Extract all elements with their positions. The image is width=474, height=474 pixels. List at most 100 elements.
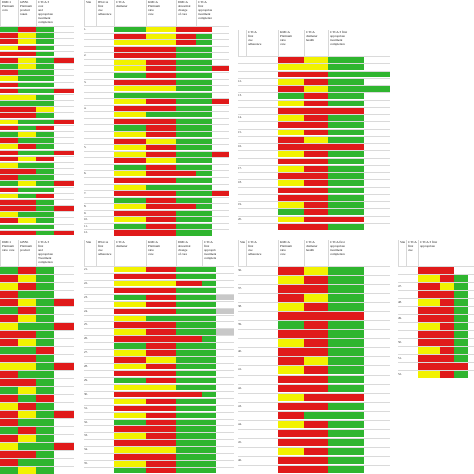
table-row: 10.: [84, 216, 229, 223]
heat-cell: [176, 342, 202, 349]
heat-cell: [216, 286, 234, 294]
heat-cell: [96, 137, 114, 144]
row-divider: [238, 329, 390, 330]
row-divider: [84, 170, 229, 171]
heat-cell: [18, 434, 36, 442]
heat-cell: [54, 87, 74, 94]
heat-cell: [202, 335, 216, 342]
heat-cell: [176, 39, 196, 46]
heat-cell: [304, 464, 328, 474]
table-panel-p4: DMC1 Platinum ratio care GBN1 Platinum pr…: [0, 240, 74, 474]
heat-cell: [96, 65, 114, 72]
heat-cell: [328, 172, 364, 179]
heat-cell: [146, 279, 176, 287]
heat-cell: [246, 284, 278, 293]
heat-cell: [212, 203, 229, 210]
heat-cell: [440, 314, 454, 322]
heat-cell: [328, 446, 364, 456]
heat-cell: [196, 104, 212, 111]
heat-cell: [0, 63, 18, 69]
row-label: [238, 85, 246, 92]
table-row: [398, 330, 474, 338]
heat-cell: [278, 428, 304, 438]
heat-cell: [0, 118, 18, 125]
heat-cell: [364, 275, 390, 284]
heat-cell: [406, 298, 418, 306]
row-label: [84, 301, 96, 308]
heat-cell: [0, 217, 18, 224]
heat-cell: [202, 376, 216, 384]
heat-cell: [328, 99, 364, 107]
row-label: [238, 447, 246, 456]
row-divider: [84, 91, 229, 93]
heat-cell: [406, 330, 418, 338]
heat-cell: [440, 362, 454, 370]
row-divider: [398, 354, 474, 355]
table-row: [238, 70, 390, 78]
table-row: [398, 266, 474, 274]
heat-cell: [440, 322, 454, 330]
row-label: 8.: [84, 204, 87, 209]
row-divider: [0, 362, 74, 363]
table-header: CTCA first cue adherence KMCA Platinum ra…: [238, 30, 390, 56]
row-label: 1.: [84, 27, 87, 31]
table-row: [0, 314, 74, 322]
heat-cell: [114, 131, 146, 138]
row-label: 30.: [84, 391, 88, 396]
heat-cell: [216, 446, 234, 453]
column-header: CTCA diameter health: [304, 240, 328, 266]
heat-cell: [18, 205, 36, 211]
row-label: [238, 311, 246, 320]
row-divider: [238, 92, 390, 93]
row-divider: [0, 217, 74, 218]
heat-cell: [202, 349, 216, 356]
row-divider: [0, 155, 74, 157]
row-divider: [238, 293, 390, 294]
table-header: Site IEGCA first cue adherence CTCA diamet…: [84, 0, 229, 26]
row-divider: [238, 428, 390, 430]
heat-cell: [176, 45, 196, 52]
heat-cell: [440, 282, 454, 290]
heat-cell: [96, 266, 114, 273]
heat-cell: [36, 81, 54, 88]
heat-cell: [146, 356, 176, 363]
row-divider: [398, 282, 474, 283]
row-divider: [238, 383, 390, 385]
row-divider: [0, 75, 74, 76]
heat-cell: [176, 293, 202, 301]
table-row: [398, 322, 474, 330]
heat-cell: [18, 131, 36, 137]
row-label: [84, 467, 96, 474]
heat-cell: [196, 216, 212, 223]
heat-cell: [328, 266, 364, 275]
row-label: 33.: [84, 433, 88, 438]
heat-cell: [304, 56, 328, 63]
heat-cell: [18, 386, 36, 394]
heat-cell: [216, 370, 234, 377]
row-divider: [84, 229, 229, 230]
table-row: [238, 157, 390, 165]
table-row: [0, 434, 74, 442]
row-divider: [0, 211, 74, 212]
row-divider: [84, 370, 234, 371]
heat-cell: [278, 92, 304, 99]
heat-cell: [418, 370, 440, 378]
table-row: [0, 186, 74, 193]
column-header: Site: [238, 240, 246, 266]
row-divider: [84, 157, 229, 158]
heat-cell: [0, 314, 18, 322]
heat-cell: [146, 85, 176, 92]
heat-cell: [54, 118, 74, 125]
row-divider: [84, 98, 229, 99]
table-row: 43.: [238, 401, 390, 411]
heat-cell: [54, 211, 74, 217]
table-row: [84, 342, 234, 349]
heat-cell: [246, 85, 278, 92]
heat-cell: [0, 378, 18, 386]
heat-cell: [96, 376, 114, 384]
heat-cell: [246, 208, 278, 215]
heat-cell: [176, 266, 202, 273]
row-divider: [0, 223, 74, 225]
table-row: [84, 439, 234, 446]
table-row: 11.: [84, 222, 229, 230]
